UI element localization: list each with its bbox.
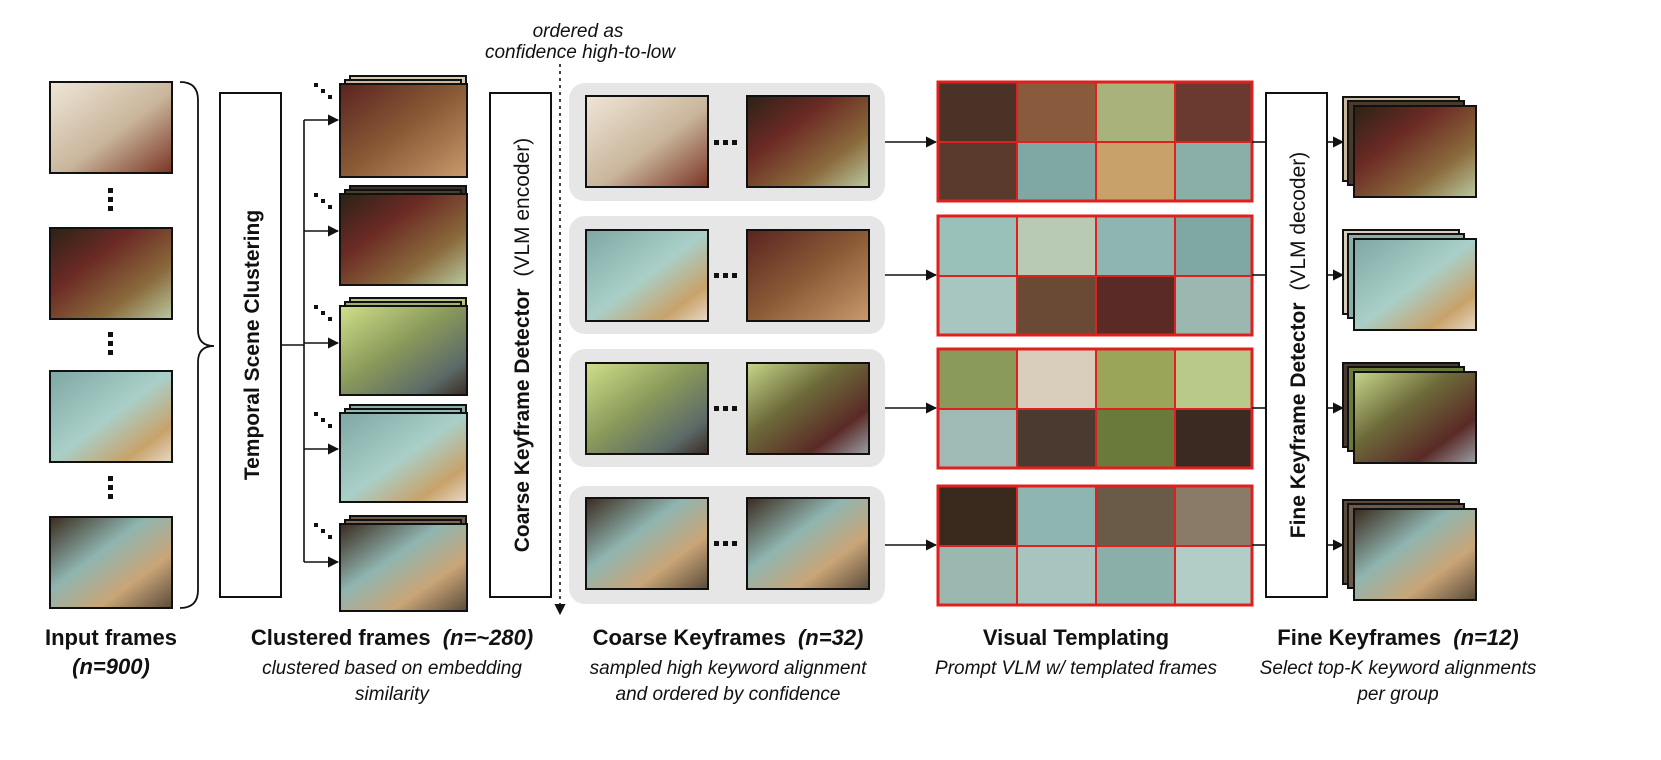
coarse-detector-label: Coarse Keyframe Detector (VLM encoder): [511, 138, 534, 553]
temporal-clustering-box: [219, 92, 282, 598]
cluster-stack-4: [339, 404, 468, 503]
ordering-note-line2: confidence high-to-low: [485, 42, 676, 63]
template-grid-4: [936, 484, 1254, 607]
fine-detector-title: Fine Keyframe Detector: [1287, 302, 1310, 538]
caption-coarse-heading: Coarse Keyframes (n=32): [593, 625, 864, 650]
input-frame-4: [49, 516, 173, 609]
coarse-detector-box: [489, 92, 552, 598]
input-frame-3: [49, 370, 173, 463]
input-frame-1: [49, 81, 173, 174]
fine-stack-3: [1342, 362, 1477, 464]
ordering-note-line1: ordered as: [533, 21, 624, 42]
caption-clustered: Clustered frames (n=~280) clustered base…: [251, 625, 533, 705]
fine-keyframes-column: [1342, 96, 1477, 601]
vertical-ellipsis: [108, 188, 113, 499]
caption-coarse: Coarse Keyframes (n=32) sampled high key…: [590, 625, 867, 705]
cluster-stack-2: [339, 185, 468, 286]
diagonal-ellipsis: [314, 83, 332, 539]
temporal-clustering-label: Temporal Scene Clustering: [241, 210, 264, 480]
clustered-frames-column: [314, 75, 468, 612]
caption-input-count: (n=900): [72, 654, 150, 679]
caption-clustered-sub2: similarity: [355, 684, 430, 705]
caption-coarse-title: Coarse Keyframes: [593, 625, 786, 650]
template-to-fine-lines: [1252, 141, 1266, 546]
caption-fine-heading: Fine Keyframes (n=12): [1277, 625, 1518, 650]
caption-clustered-sub1: clustered based on embedding: [262, 658, 522, 679]
visual-templating-column: [936, 80, 1254, 607]
fine-detector-paren: (VLM decoder): [1287, 152, 1310, 291]
caption-templating-title: Visual Templating: [983, 625, 1169, 650]
caption-input-title: Input frames: [45, 625, 177, 650]
caption-fine-sub2: per group: [1356, 684, 1438, 705]
cluster-stack-1: [339, 75, 468, 178]
coarse-to-template-arrows: [885, 136, 938, 551]
caption-coarse-count: (n=32): [798, 625, 863, 650]
grouping-brace: [179, 81, 215, 609]
input-frames-column: [49, 81, 173, 609]
coarse-detector-title: Coarse Keyframe Detector: [511, 288, 534, 552]
caption-templating-sub1: Prompt VLM w/ templated frames: [935, 658, 1217, 679]
caption-input: Input frames (n=900): [45, 625, 177, 679]
cluster-stack-3: [339, 297, 468, 396]
caption-clustered-title: Clustered frames: [251, 625, 431, 650]
coarse-detector-paren: (VLM encoder): [511, 138, 534, 277]
input-frame-2: [49, 227, 173, 320]
coarse-group-3: [569, 349, 885, 467]
cluster-stack-5: [339, 515, 468, 612]
caption-templating: Visual Templating Prompt VLM w/ template…: [935, 625, 1217, 679]
template-grid-2: [936, 214, 1254, 337]
caption-fine-sub1: Select top-K keyword alignments: [1260, 658, 1537, 679]
fine-detector-label: Fine Keyframe Detector (VLM decoder): [1287, 152, 1310, 538]
caption-coarse-sub1: sampled high keyword alignment: [590, 658, 867, 679]
cluster-arrows: [281, 114, 340, 568]
caption-clustered-count: (n=~280): [443, 625, 534, 650]
caption-clustered-heading: Clustered frames (n=~280): [251, 625, 533, 650]
coarse-group-2: [569, 216, 885, 334]
caption-fine-count: (n=12): [1453, 625, 1518, 650]
template-grid-3: [936, 347, 1254, 470]
fine-stack-2: [1342, 229, 1477, 331]
fine-output-arrows: [1327, 136, 1345, 551]
template-grid-1: [936, 80, 1254, 203]
coarse-keyframes-column: [569, 83, 885, 604]
fine-stack-4: [1342, 499, 1477, 601]
fine-detector-box: [1265, 92, 1328, 598]
caption-coarse-sub2: and ordered by confidence: [616, 684, 841, 705]
coarse-group-4: [569, 486, 885, 604]
coarse-group-1: [569, 83, 885, 201]
caption-fine: Fine Keyframes (n=12) Select top-K keywo…: [1260, 625, 1537, 705]
caption-fine-title: Fine Keyframes: [1277, 625, 1441, 650]
fine-stack-1: [1342, 96, 1477, 198]
